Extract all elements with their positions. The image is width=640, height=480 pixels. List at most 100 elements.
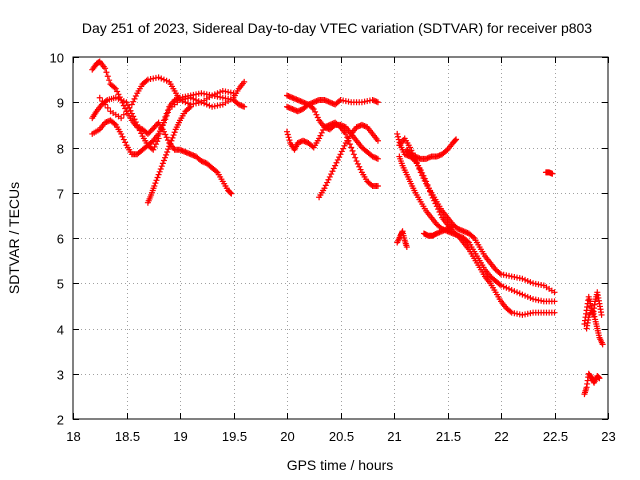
data-point <box>337 151 344 158</box>
data-point <box>496 270 503 277</box>
data-point <box>338 148 345 155</box>
data-point <box>155 130 162 137</box>
data-point <box>166 143 173 150</box>
data-point <box>551 309 558 316</box>
data-point <box>524 277 531 284</box>
data-point <box>206 102 213 109</box>
data-point <box>148 126 155 133</box>
data-point <box>156 128 163 135</box>
data-point <box>508 287 515 294</box>
data-point <box>158 125 165 132</box>
data-point <box>190 95 197 102</box>
data-point <box>120 111 127 118</box>
data-point <box>588 305 595 312</box>
data-point <box>330 165 337 172</box>
data-points <box>89 58 606 398</box>
data-point <box>186 104 193 111</box>
data-point <box>158 163 165 170</box>
data-point <box>514 289 521 296</box>
series-track-m <box>403 136 460 162</box>
data-point <box>590 310 597 317</box>
data-point <box>162 154 169 161</box>
data-point <box>284 128 290 135</box>
grid-lines <box>73 57 608 419</box>
data-point <box>551 289 558 296</box>
data-point <box>119 133 126 140</box>
data-point <box>163 112 170 119</box>
data-point <box>163 151 170 158</box>
data-point <box>146 129 153 136</box>
chart-title: Day 251 of 2023, Sidereal Day-to-day VTE… <box>82 20 592 36</box>
y-tick-label: 4 <box>57 323 64 338</box>
series-track-n <box>420 223 456 239</box>
data-point <box>214 90 221 97</box>
data-point <box>136 127 143 134</box>
data-point <box>314 114 321 121</box>
data-point <box>318 129 325 136</box>
data-point <box>102 101 109 108</box>
data-point <box>211 91 218 98</box>
data-point <box>118 130 125 137</box>
data-point <box>150 146 157 153</box>
data-point <box>203 101 210 108</box>
data-point <box>469 233 476 240</box>
data-point <box>317 132 324 139</box>
data-point <box>329 168 336 175</box>
data-point <box>596 375 603 382</box>
data-point <box>356 163 363 170</box>
data-point <box>321 185 328 192</box>
data-point <box>143 77 150 84</box>
series-track-o <box>394 228 410 251</box>
data-point <box>151 143 158 150</box>
series-track-q <box>581 370 603 398</box>
data-point <box>452 137 459 144</box>
data-point <box>99 98 106 105</box>
data-point <box>153 177 160 184</box>
data-point <box>336 154 343 161</box>
data-point <box>407 144 414 151</box>
data-point <box>187 94 194 101</box>
data-point <box>169 134 176 141</box>
x-tick-label: 20.5 <box>329 429 354 444</box>
y-tick-label: 3 <box>57 368 64 383</box>
data-point <box>374 155 381 162</box>
data-point <box>156 168 163 175</box>
data-point <box>154 174 161 181</box>
data-point <box>187 103 194 110</box>
x-axis-label: GPS time / hours <box>287 457 394 473</box>
x-tick-label: 23 <box>601 429 615 444</box>
y-tick-label: 7 <box>57 187 64 202</box>
data-point <box>342 130 349 137</box>
data-point <box>209 92 216 99</box>
series-track-g <box>284 92 381 108</box>
data-point <box>599 341 606 348</box>
data-point <box>147 128 154 135</box>
data-point <box>155 171 162 178</box>
data-point <box>213 168 220 175</box>
data-point <box>120 136 127 143</box>
data-point <box>115 95 122 102</box>
data-point <box>519 291 526 298</box>
data-point <box>131 95 138 102</box>
data-point <box>128 101 135 108</box>
data-point <box>522 292 529 299</box>
data-point <box>516 290 523 297</box>
data-point <box>309 104 316 111</box>
data-point <box>284 131 291 138</box>
data-point <box>312 108 319 115</box>
x-tick-label: 19.5 <box>222 429 247 444</box>
x-tick-label: 21 <box>387 429 401 444</box>
data-point <box>415 162 422 169</box>
data-point <box>503 284 510 291</box>
data-point <box>241 78 248 85</box>
x-tick-label: 19 <box>173 429 187 444</box>
y-tick-label: 10 <box>50 51 64 66</box>
data-point <box>285 134 292 141</box>
x-tick-label: 18.5 <box>115 429 140 444</box>
x-tick-label: 22 <box>494 429 508 444</box>
data-point <box>549 170 556 177</box>
data-point <box>325 176 332 183</box>
data-point <box>102 65 109 72</box>
data-point <box>162 131 169 138</box>
data-point <box>511 288 518 295</box>
